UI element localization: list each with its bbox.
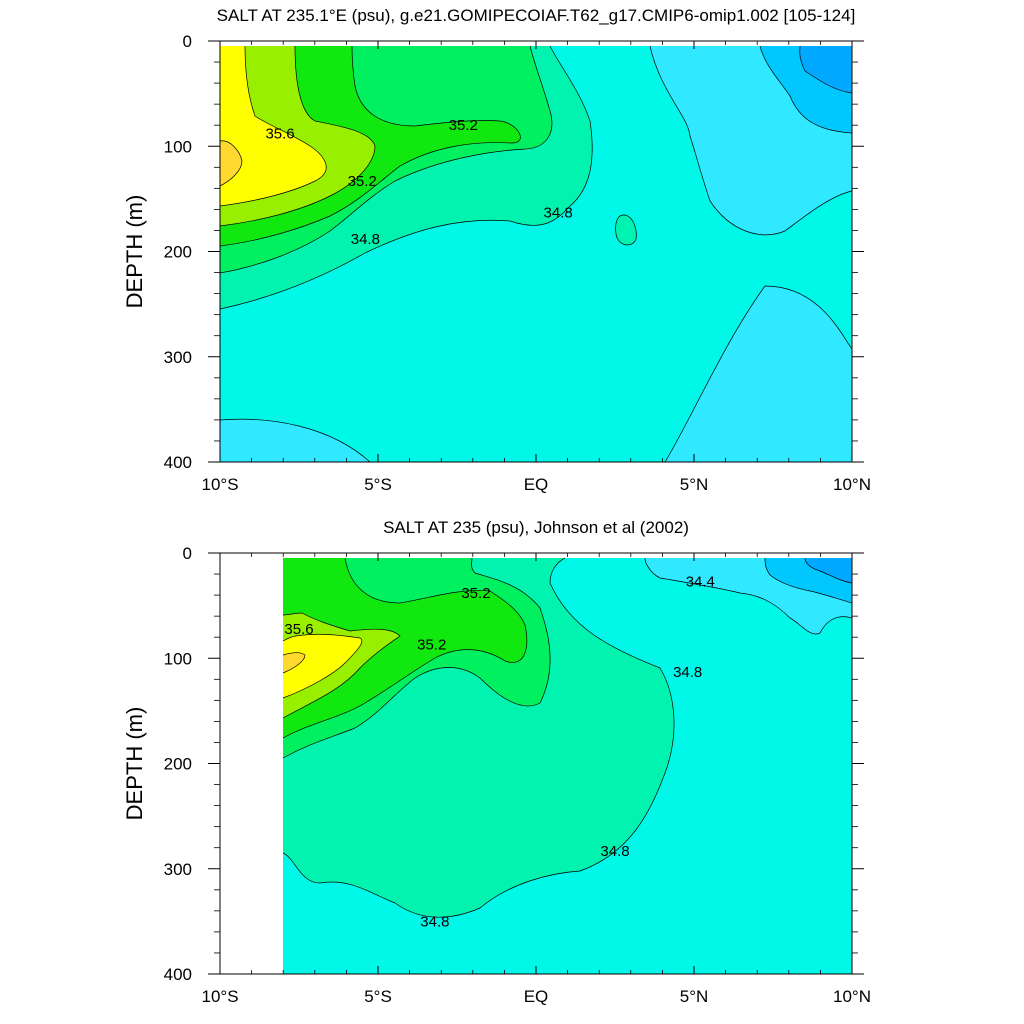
- contour-fill-34.8-patch: [615, 215, 637, 245]
- contour-label: 34.8: [673, 664, 702, 681]
- contour-label: 35.2: [449, 117, 478, 134]
- salinity-contour-fills: [220, 41, 852, 462]
- contour-line: [615, 214, 637, 246]
- salinity-contour-lines: [219, 45, 853, 463]
- contour-line: [764, 557, 853, 604]
- y-tick-label: 400: [164, 453, 192, 472]
- contour-line: [649, 45, 853, 235]
- contour-line: [799, 45, 853, 94]
- y-tick-label: 100: [164, 137, 192, 156]
- y-axis-label: DEPTH (m): [122, 195, 147, 309]
- contour-labels: 35.2 34.4 35.6 35.2 34.8 34.8 34.8: [284, 573, 715, 930]
- contour-line: [282, 557, 528, 739]
- contour-line: [219, 45, 521, 247]
- x-tick-label: 10°N: [833, 475, 871, 494]
- contour-label: 34.8: [600, 843, 629, 860]
- contour-label: 34.8: [351, 231, 380, 248]
- contour-line: [644, 557, 853, 635]
- x-tick-label: 5°S: [364, 475, 392, 494]
- contour-label: 35.2: [417, 637, 446, 654]
- contour-label: 35.2: [348, 173, 377, 190]
- contour-line: [219, 140, 243, 187]
- axes: 10°S 5°S EQ 5°N 10°N 0 100 200 300 400: [164, 544, 871, 1006]
- axes: 10°S 5°S EQ 5°N 10°N 0 100 200 300 400: [164, 32, 871, 494]
- contour-fill-34.0: [805, 558, 852, 583]
- y-tick-label: 200: [164, 243, 192, 262]
- x-tick-label: 5°S: [364, 987, 392, 1006]
- x-tick-label: EQ: [524, 987, 549, 1006]
- y-axis-label: DEPTH (m): [122, 707, 147, 821]
- y-tick-label: 300: [164, 860, 192, 879]
- contour-line: [219, 45, 553, 274]
- y-tick-label: 200: [164, 755, 192, 774]
- chart-title: SALT AT 235.1°E (psu), g.e21.GOMIPECOIAF…: [217, 6, 856, 25]
- contour-line: [282, 557, 675, 918]
- y-tick-label: 100: [164, 649, 192, 668]
- contour-fill-35.2: [283, 558, 527, 738]
- contour-line: [282, 633, 363, 699]
- panel-model: SALT AT 235.1°E (psu), g.e21.GOMIPECOIAF…: [122, 6, 871, 494]
- contour-fill-35.8: [220, 140, 242, 186]
- contour-line: [219, 45, 327, 207]
- x-tick-label: EQ: [524, 475, 549, 494]
- contour-fill-34.6-deep-south: [220, 419, 370, 462]
- contour-line: [759, 45, 853, 134]
- contour-fill-34.0: [799, 46, 852, 93]
- y-tick-label: 0: [183, 32, 192, 51]
- x-tick-label: 5°N: [680, 475, 709, 494]
- contour-line: [664, 285, 853, 463]
- x-tick-label: 10°S: [201, 987, 238, 1006]
- contour-line: [219, 45, 593, 310]
- contour-label: 34.8: [544, 205, 573, 222]
- contour-label: 35.2: [461, 585, 490, 602]
- x-tick-label: 10°S: [201, 475, 238, 494]
- panel-observed: SALT AT 235 (psu), Johnson et al (2002): [122, 518, 871, 1006]
- contour-labels: 35.6 35.2 35.2 34.8 34.8: [265, 117, 572, 248]
- x-tick-label: 10°N: [833, 987, 871, 1006]
- contour-line: [804, 557, 853, 584]
- y-tick-label: 300: [164, 348, 192, 367]
- contour-line: [219, 45, 376, 227]
- contour-label: 35.6: [265, 126, 294, 143]
- salinity-contour-fills: [283, 553, 852, 974]
- contour-line: [282, 652, 306, 674]
- x-tick-label: 5°N: [680, 987, 709, 1006]
- y-tick-label: 0: [183, 544, 192, 563]
- chart-title: SALT AT 235 (psu), Johnson et al (2002): [383, 518, 689, 537]
- y-tick-label: 400: [164, 965, 192, 984]
- contour-line: [282, 557, 551, 759]
- contour-fill-35.6: [220, 46, 327, 206]
- contour-fill-35.8: [283, 652, 305, 673]
- contour-fill-34.6-deep-north: [665, 286, 852, 462]
- contour-fill-35.6: [283, 634, 362, 698]
- contour-label: 34.4: [686, 573, 715, 590]
- contour-label: 34.8: [420, 913, 449, 930]
- contour-label: 35.6: [284, 621, 313, 638]
- contour-line: [219, 418, 371, 463]
- salinity-contour-lines: [282, 557, 853, 918]
- contour-line: [282, 612, 401, 719]
